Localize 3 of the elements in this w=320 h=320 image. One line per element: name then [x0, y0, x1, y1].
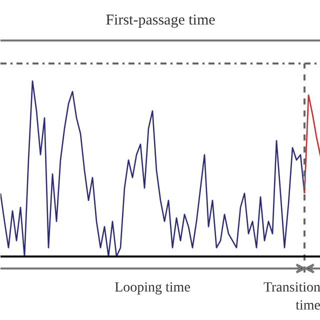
- chart-title: First-passage time: [106, 12, 216, 28]
- text: Transition time: [263, 280, 320, 314]
- text: Looping time: [114, 280, 190, 296]
